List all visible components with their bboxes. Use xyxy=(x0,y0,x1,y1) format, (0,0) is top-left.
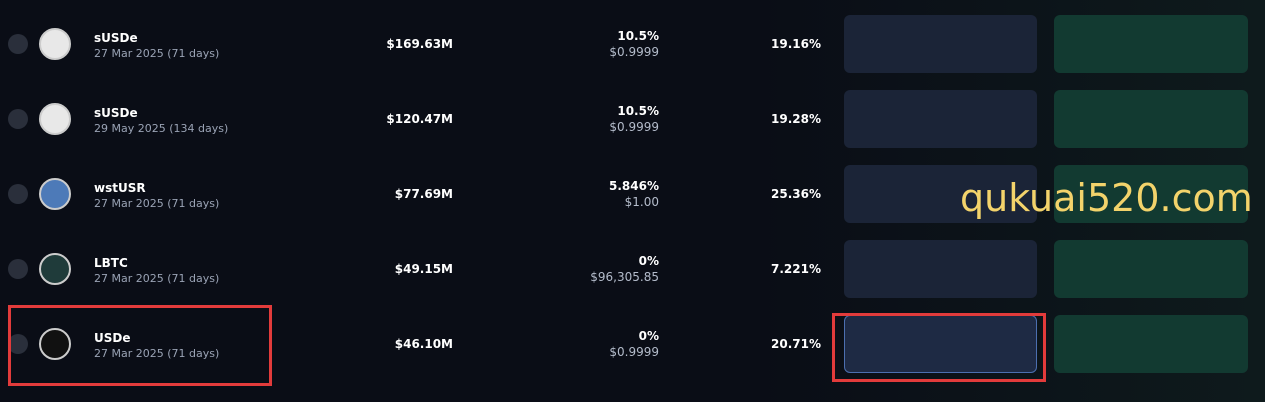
underlying-price: $1.00 xyxy=(624,195,659,209)
token-icon xyxy=(39,103,71,135)
implied-apy: 19.16% xyxy=(771,37,821,51)
pt-button[interactable] xyxy=(1054,315,1248,373)
underlying-apy: 0% xyxy=(638,329,659,343)
chain-icon xyxy=(8,34,28,54)
highlight-box xyxy=(8,305,272,386)
pt-button[interactable] xyxy=(1054,240,1248,298)
market-name[interactable]: LBTC xyxy=(94,256,128,270)
watermark: qukuai520.com xyxy=(960,176,1253,220)
yt-button[interactable] xyxy=(844,240,1037,298)
pt-button[interactable] xyxy=(1054,90,1248,148)
token-icon xyxy=(39,178,71,210)
underlying-apy: 10.5% xyxy=(617,29,659,43)
pt-button[interactable] xyxy=(1054,15,1248,73)
implied-apy: 25.36% xyxy=(771,187,821,201)
liquidity: $46.10M xyxy=(394,337,453,351)
underlying-apy: 5.846% xyxy=(609,179,659,193)
maturity-date: 27 Mar 2025 (71 days) xyxy=(94,197,220,210)
market-name[interactable]: USDe xyxy=(94,331,131,345)
token-icon xyxy=(39,28,71,60)
token-icon xyxy=(39,253,71,285)
market-name[interactable]: wstUSR xyxy=(94,181,146,195)
maturity-date: 27 Mar 2025 (71 days) xyxy=(94,347,220,360)
chain-icon xyxy=(8,334,28,354)
implied-apy: 7.221% xyxy=(771,262,821,276)
underlying-price: $96,305.85 xyxy=(590,270,659,284)
liquidity: $77.69M xyxy=(394,187,453,201)
market-name[interactable]: sUSDe xyxy=(94,106,138,120)
chain-icon xyxy=(8,184,28,204)
implied-apy: 20.71% xyxy=(771,337,821,351)
yt-button[interactable] xyxy=(844,315,1037,373)
pt-button[interactable] xyxy=(1054,165,1248,223)
yt-button[interactable] xyxy=(844,90,1037,148)
underlying-price: $0.9999 xyxy=(609,45,659,59)
yt-button[interactable] xyxy=(844,165,1037,223)
market-name[interactable]: sUSDe xyxy=(94,31,138,45)
implied-apy: 19.28% xyxy=(771,112,821,126)
chain-icon xyxy=(8,109,28,129)
token-icon xyxy=(39,328,71,360)
maturity-date: 29 May 2025 (134 days) xyxy=(94,122,229,135)
liquidity: $169.63M xyxy=(386,37,453,51)
highlight-box xyxy=(832,313,1046,382)
liquidity: $120.47M xyxy=(386,112,453,126)
chain-icon xyxy=(8,259,28,279)
underlying-apy: 0% xyxy=(638,254,659,268)
underlying-apy: 10.5% xyxy=(617,104,659,118)
underlying-price: $0.9999 xyxy=(609,345,659,359)
liquidity: $49.15M xyxy=(394,262,453,276)
maturity-date: 27 Mar 2025 (71 days) xyxy=(94,272,220,285)
underlying-price: $0.9999 xyxy=(609,120,659,134)
maturity-date: 27 Mar 2025 (71 days) xyxy=(94,47,220,60)
yt-button[interactable] xyxy=(844,15,1037,73)
